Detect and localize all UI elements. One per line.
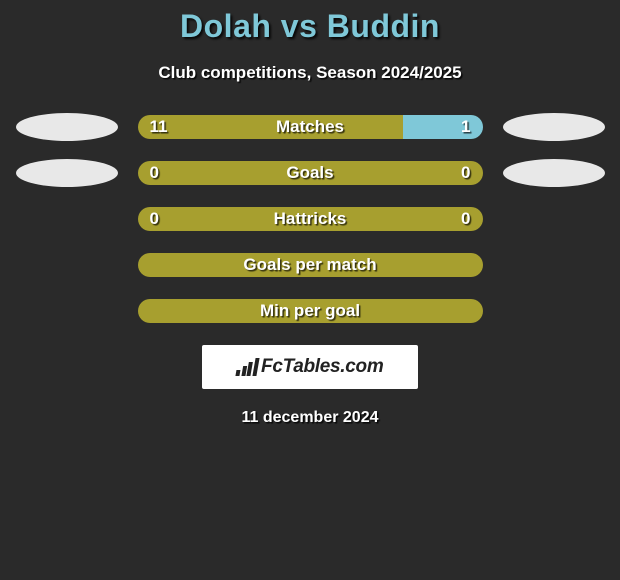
stat-bar: Goals per match xyxy=(138,253,483,277)
stat-value-left: 11 xyxy=(150,117,168,137)
stat-value-right: 1 xyxy=(461,117,470,137)
stat-bar: Min per goal xyxy=(138,299,483,323)
spacer xyxy=(503,205,605,233)
stat-value-right: 0 xyxy=(461,163,470,183)
stat-bar: 0 0 Hattricks xyxy=(138,207,483,231)
player-left-marker xyxy=(16,113,118,141)
page-subtitle: Club competitions, Season 2024/2025 xyxy=(0,63,620,83)
player-right-marker xyxy=(503,159,605,187)
bar-segment-right xyxy=(403,115,482,139)
stats-area: 111Matches00Goals00HattricksGoals per ma… xyxy=(0,115,620,323)
stat-label: Min per goal xyxy=(260,301,360,321)
stat-row: 111Matches xyxy=(0,115,620,139)
stat-row: 0 0 Hattricks xyxy=(0,207,620,231)
stat-bar: 111Matches xyxy=(138,115,483,139)
stat-value-left: 0 xyxy=(150,163,159,183)
stat-row: Min per goal xyxy=(0,299,620,323)
spacer xyxy=(16,205,118,233)
stat-row: Goals per match xyxy=(0,253,620,277)
stat-bar: 0 0 Goals xyxy=(138,161,483,185)
player-right-marker xyxy=(503,113,605,141)
stat-value-right: 0 xyxy=(461,209,470,229)
bar-chart-icon xyxy=(235,358,259,376)
footer-date: 11 december 2024 xyxy=(0,409,620,427)
stat-label: Hattricks xyxy=(274,209,347,229)
brand-badge[interactable]: FcTables.com xyxy=(202,345,418,389)
page-title: Dolah vs Buddin xyxy=(0,8,620,45)
stat-label: Goals per match xyxy=(243,255,376,275)
spacer xyxy=(16,251,118,279)
stat-label: Matches xyxy=(276,117,344,137)
brand-text: FcTables.com xyxy=(261,356,383,378)
player-left-marker xyxy=(16,159,118,187)
spacer xyxy=(503,297,605,325)
stat-value-left: 0 xyxy=(150,209,159,229)
bar-segment-left xyxy=(138,115,404,139)
comparison-widget: Dolah vs Buddin Club competitions, Seaso… xyxy=(0,0,620,427)
spacer xyxy=(16,297,118,325)
spacer xyxy=(503,251,605,279)
stat-row: 0 0 Goals xyxy=(0,161,620,185)
stat-label: Goals xyxy=(286,163,333,183)
